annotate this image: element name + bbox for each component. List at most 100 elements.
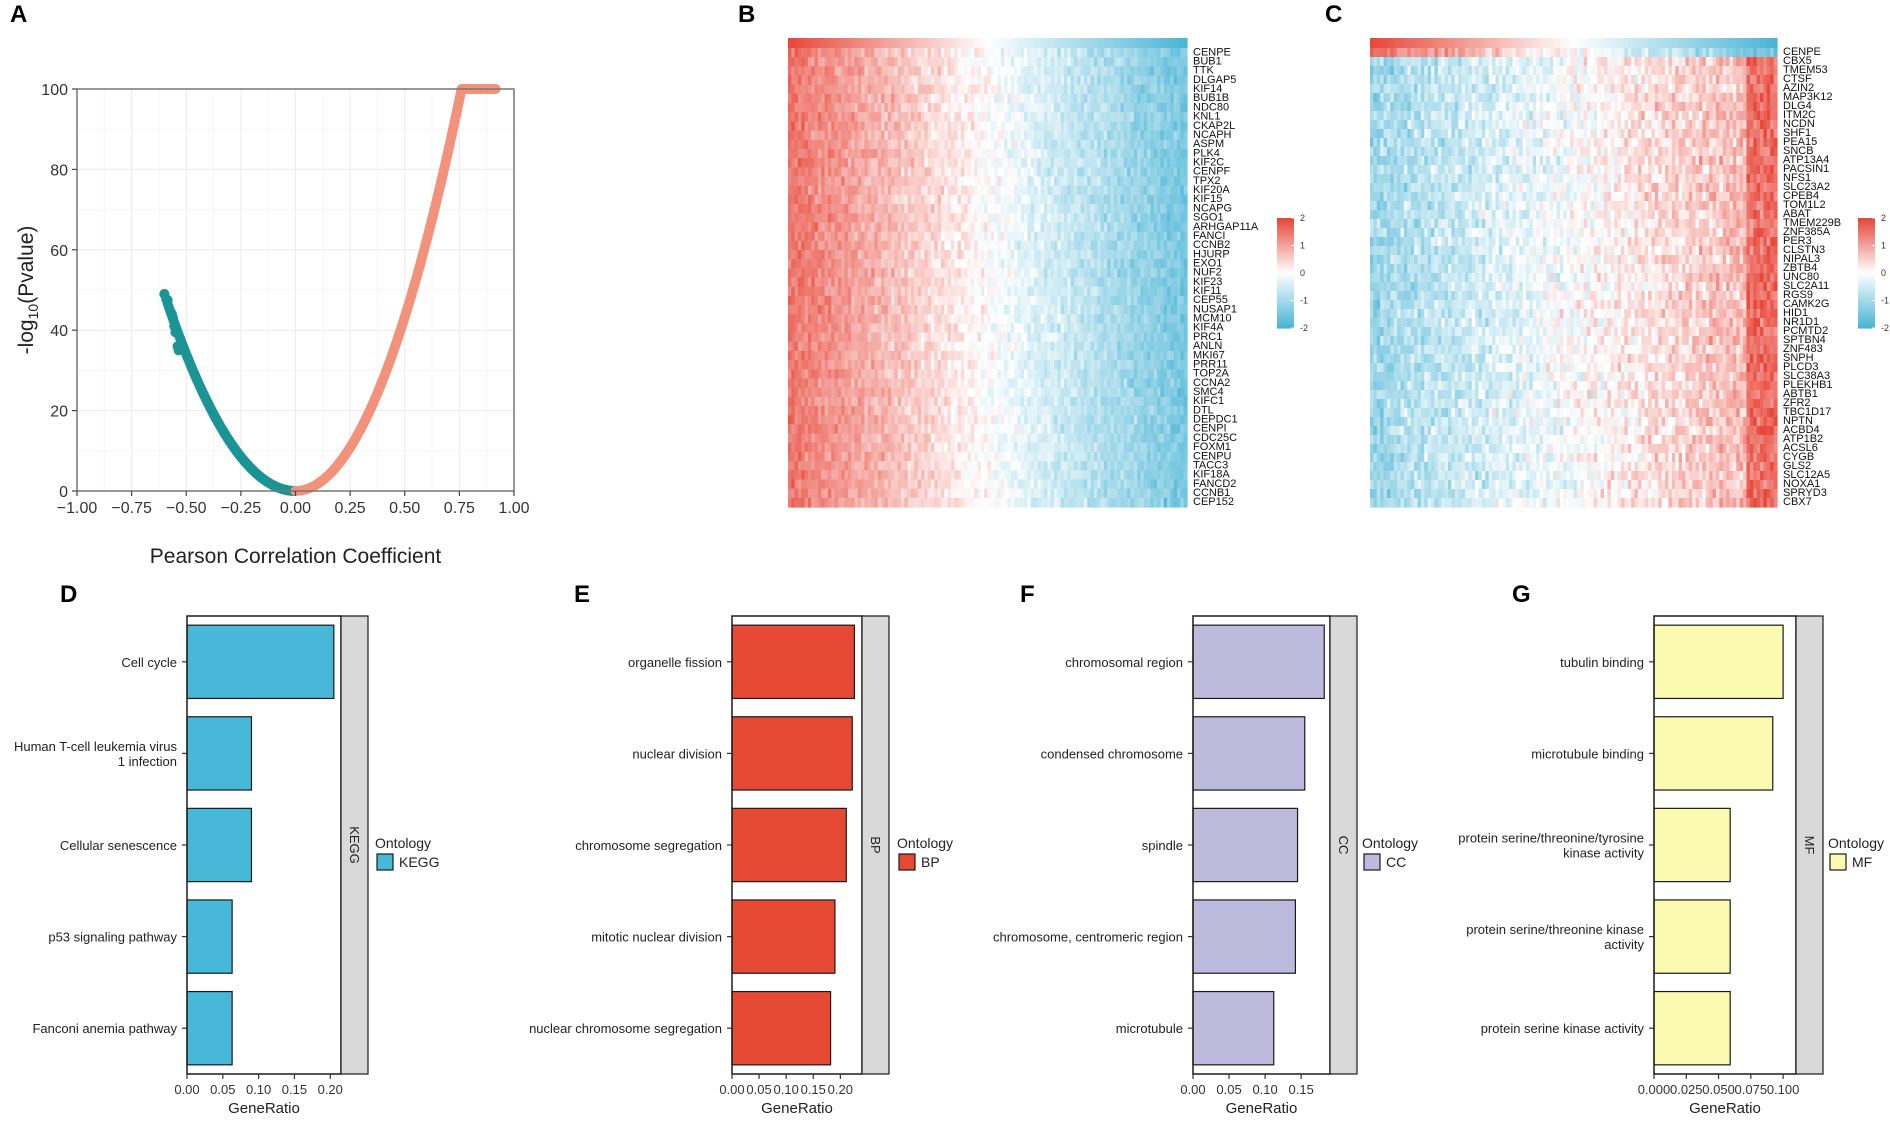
heatmap-cell <box>984 48 989 58</box>
annotation-cell <box>834 38 839 48</box>
heatmap-cell <box>957 48 962 58</box>
annotation-cell <box>1067 38 1072 48</box>
heatmap-cell <box>921 57 925 67</box>
heatmap-cell <box>864 66 869 77</box>
heatmap-cell <box>1017 48 1022 58</box>
heatmap-cell <box>1004 57 1009 67</box>
annotation-cell <box>1167 38 1171 48</box>
heatmap-cell <box>1017 57 1022 67</box>
heatmap-cell <box>834 48 839 58</box>
heatmap-cell <box>1127 48 1132 58</box>
annotation-cell <box>1170 38 1175 48</box>
annotation-cell <box>1017 38 1022 48</box>
heatmap-cell <box>917 75 922 86</box>
heatmap-cell <box>1133 57 1138 67</box>
x-tick-label: 0.75 <box>444 500 475 517</box>
heatmap-cell <box>844 66 849 77</box>
annotation-cell <box>1140 38 1145 48</box>
annotation-cell <box>788 38 792 48</box>
heatmap-cell <box>1000 57 1005 67</box>
heatmap-cell <box>1133 66 1138 77</box>
annotation-cell <box>804 38 809 48</box>
heatmap-cell <box>940 75 945 86</box>
heatmap-cell <box>1034 57 1038 67</box>
y-tick-label: 40 <box>50 323 68 340</box>
heatmap-cell <box>911 66 915 77</box>
annotation-cell <box>1057 38 1062 48</box>
heatmap-cell <box>894 57 899 67</box>
heatmap-cell <box>834 66 839 77</box>
annotation-cell <box>1183 38 1188 48</box>
annotation-cell <box>1127 38 1132 48</box>
annotation-cell <box>1007 38 1012 48</box>
heatmap-cell <box>1173 48 1178 58</box>
heatmap-cell <box>934 66 939 77</box>
annotation-cell <box>857 38 862 48</box>
annotation-cell <box>950 38 955 48</box>
heatmap-cell <box>788 48 792 58</box>
heatmap-cell <box>964 48 969 58</box>
heatmap-cell <box>894 75 899 86</box>
negative-correlation-point <box>173 345 184 356</box>
heatmap-cell <box>1087 48 1092 58</box>
annotation-cell <box>1123 38 1128 48</box>
annotation-cell <box>897 38 902 48</box>
heatmap-cell <box>791 75 796 86</box>
heatmap-cell <box>1183 259 1188 269</box>
heatmap-cell <box>940 48 945 58</box>
heatmap-cell <box>1087 57 1092 67</box>
heatmap-cell <box>911 48 915 58</box>
annotation-cell <box>1157 38 1161 48</box>
heatmap-cell <box>1120 66 1125 77</box>
heatmap-cell <box>1050 57 1055 67</box>
heatmap-cell <box>1060 57 1065 67</box>
heatmap-cell <box>837 57 842 67</box>
heatmap-cell <box>877 48 882 58</box>
heatmap-cell <box>950 66 955 77</box>
annotation-cell <box>844 38 849 48</box>
annotation-cell <box>1097 38 1102 48</box>
heatmap-cell <box>1170 66 1175 77</box>
heatmap-cell <box>1093 66 1098 77</box>
heatmap-cell <box>861 48 866 58</box>
annotation-cell <box>937 38 942 48</box>
heatmap-cell <box>1073 66 1078 77</box>
heatmap-cell <box>821 66 826 77</box>
heatmap-cell <box>824 66 829 77</box>
heatmap-cell <box>964 66 969 77</box>
heatmap-cell <box>824 57 829 67</box>
heatmap-cell <box>994 48 999 58</box>
heatmap-cell <box>1183 204 1188 214</box>
heatmap-cell <box>1183 350 1188 361</box>
heatmap-cell <box>957 57 962 67</box>
heatmap-cell <box>1007 48 1012 58</box>
heatmap-cell <box>844 48 849 58</box>
heatmap-cell <box>1080 57 1085 67</box>
heatmap-cell <box>901 75 905 86</box>
heatmap-cell <box>1040 66 1045 77</box>
heatmap-cell <box>914 66 919 77</box>
heatmap-cell <box>921 48 925 58</box>
heatmap-cell <box>1183 48 1188 58</box>
heatmap-cell <box>1183 112 1188 123</box>
heatmap-cell <box>807 66 812 77</box>
annotation-cell <box>1060 38 1065 48</box>
heatmap-cell <box>891 48 895 58</box>
heatmap-cell <box>891 57 895 67</box>
annotation-cell <box>1100 38 1105 48</box>
x-tick-label: 0.25 <box>335 500 366 517</box>
annotation-cell <box>891 38 895 48</box>
heatmap-cell <box>1183 222 1188 233</box>
annotation-cell <box>801 38 806 48</box>
annotation-cell <box>1040 38 1045 48</box>
heatmap-cell <box>847 57 852 67</box>
heatmap-cell <box>877 66 882 77</box>
heatmap-cell <box>927 57 932 67</box>
heatmap-cell <box>1153 48 1158 58</box>
heatmap-cell <box>851 75 856 86</box>
heatmap-cell <box>997 57 1002 67</box>
y-axis-title: -log10(Pvalue) <box>15 226 41 355</box>
heatmap-cell <box>891 66 895 77</box>
heatmap-cell <box>831 66 836 77</box>
